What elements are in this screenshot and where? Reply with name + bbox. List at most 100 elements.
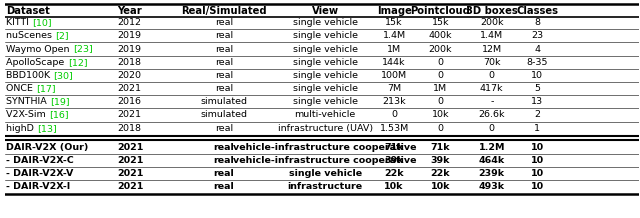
Text: 2: 2 xyxy=(534,111,540,119)
Text: 100M: 100M xyxy=(381,71,407,80)
Text: real: real xyxy=(214,71,233,80)
Text: 12M: 12M xyxy=(482,44,502,54)
Text: 10k: 10k xyxy=(385,182,404,191)
Text: 2016: 2016 xyxy=(117,97,141,106)
Text: 464k: 464k xyxy=(479,156,505,165)
Text: real: real xyxy=(213,156,234,165)
Text: 417k: 417k xyxy=(480,84,504,93)
Text: 2018: 2018 xyxy=(117,58,141,67)
Text: DAIR-V2X (Our): DAIR-V2X (Our) xyxy=(6,143,89,152)
Text: 1.4M: 1.4M xyxy=(480,31,503,40)
Text: Waymo Open: Waymo Open xyxy=(6,44,73,54)
Text: [19]: [19] xyxy=(50,97,70,106)
Text: real: real xyxy=(214,124,233,133)
Text: single vehicle: single vehicle xyxy=(292,84,358,93)
Text: 144k: 144k xyxy=(383,58,406,67)
Text: 4: 4 xyxy=(534,44,540,54)
Text: 71k: 71k xyxy=(431,143,450,152)
Text: 10k: 10k xyxy=(431,111,449,119)
Text: [10]: [10] xyxy=(33,18,52,27)
Text: single vehicle: single vehicle xyxy=(292,18,358,27)
Text: 15k: 15k xyxy=(431,18,449,27)
Text: multi-vehicle: multi-vehicle xyxy=(294,111,356,119)
Text: 2021: 2021 xyxy=(117,169,143,178)
Text: 2021: 2021 xyxy=(117,143,143,152)
Text: highD: highD xyxy=(6,124,37,133)
Text: 2021: 2021 xyxy=(117,84,141,93)
Text: 1.4M: 1.4M xyxy=(383,31,406,40)
Text: 493k: 493k xyxy=(479,182,505,191)
Text: 10: 10 xyxy=(531,71,543,80)
Text: SYNTHIA: SYNTHIA xyxy=(6,97,50,106)
Text: [13]: [13] xyxy=(37,124,57,133)
Text: Year: Year xyxy=(117,6,142,16)
Text: KITTI: KITTI xyxy=(6,18,33,27)
Text: 239k: 239k xyxy=(479,169,505,178)
Text: 22k: 22k xyxy=(431,169,450,178)
Text: 200k: 200k xyxy=(429,44,452,54)
Text: ApolloScape: ApolloScape xyxy=(6,58,68,67)
Text: 2019: 2019 xyxy=(117,31,141,40)
Text: ONCE: ONCE xyxy=(6,84,36,93)
Text: single vehicle: single vehicle xyxy=(292,31,358,40)
Text: 70k: 70k xyxy=(483,58,500,67)
Text: - DAIR-V2X-I: - DAIR-V2X-I xyxy=(6,182,70,191)
Text: 10k: 10k xyxy=(431,182,450,191)
Text: real: real xyxy=(214,31,233,40)
Text: 3D boxes: 3D boxes xyxy=(466,6,518,16)
Text: 2018: 2018 xyxy=(117,124,141,133)
Text: [30]: [30] xyxy=(54,71,73,80)
Text: 8-35: 8-35 xyxy=(527,58,548,67)
Text: 10: 10 xyxy=(531,169,544,178)
Text: 39k: 39k xyxy=(385,156,404,165)
Text: 7M: 7M xyxy=(387,84,401,93)
Text: single vehicle: single vehicle xyxy=(292,71,358,80)
Text: simulated: simulated xyxy=(200,111,247,119)
Text: - DAIR-V2X-C: - DAIR-V2X-C xyxy=(6,156,74,165)
Text: 8: 8 xyxy=(534,18,540,27)
Text: Classes: Classes xyxy=(516,6,558,16)
Text: BBD100K: BBD100K xyxy=(6,71,54,80)
Text: 400k: 400k xyxy=(429,31,452,40)
Text: 0: 0 xyxy=(391,111,397,119)
Text: real: real xyxy=(213,182,234,191)
Text: nuScenes: nuScenes xyxy=(6,31,56,40)
Text: real: real xyxy=(213,169,234,178)
Text: 10: 10 xyxy=(531,182,544,191)
Text: vehicle-infrastructure cooperative: vehicle-infrastructure cooperative xyxy=(234,143,417,152)
Text: 1: 1 xyxy=(534,124,540,133)
Text: 23: 23 xyxy=(531,31,543,40)
Text: single vehicle: single vehicle xyxy=(292,44,358,54)
Text: 71k: 71k xyxy=(385,143,404,152)
Text: Image: Image xyxy=(377,6,412,16)
Text: Pointcloud: Pointcloud xyxy=(410,6,470,16)
Text: V2X-Sim: V2X-Sim xyxy=(6,111,49,119)
Text: 0: 0 xyxy=(437,58,444,67)
Text: infrastructure (UAV): infrastructure (UAV) xyxy=(278,124,372,133)
Text: Real/Simulated: Real/Simulated xyxy=(181,6,266,16)
Text: [2]: [2] xyxy=(56,31,69,40)
Text: 0: 0 xyxy=(437,97,444,106)
Text: - DAIR-V2X-V: - DAIR-V2X-V xyxy=(6,169,74,178)
Text: real: real xyxy=(214,58,233,67)
Text: 213k: 213k xyxy=(382,97,406,106)
Text: single vehicle: single vehicle xyxy=(292,58,358,67)
Text: 200k: 200k xyxy=(480,18,504,27)
Text: real: real xyxy=(214,44,233,54)
Text: vehicle-infrastructure cooperative: vehicle-infrastructure cooperative xyxy=(234,156,417,165)
Text: 0: 0 xyxy=(489,124,495,133)
Text: 2021: 2021 xyxy=(117,111,141,119)
Text: [16]: [16] xyxy=(49,111,68,119)
Text: infrastructure: infrastructure xyxy=(287,182,363,191)
Text: single vehicle: single vehicle xyxy=(289,169,362,178)
Text: 5: 5 xyxy=(534,84,540,93)
Text: 13: 13 xyxy=(531,97,543,106)
Text: real: real xyxy=(214,84,233,93)
Text: 10: 10 xyxy=(531,156,544,165)
Text: 2019: 2019 xyxy=(117,44,141,54)
Text: 0: 0 xyxy=(489,71,495,80)
Text: 0: 0 xyxy=(437,71,444,80)
Text: 26.6k: 26.6k xyxy=(479,111,505,119)
Text: simulated: simulated xyxy=(200,97,247,106)
Text: real: real xyxy=(213,143,234,152)
